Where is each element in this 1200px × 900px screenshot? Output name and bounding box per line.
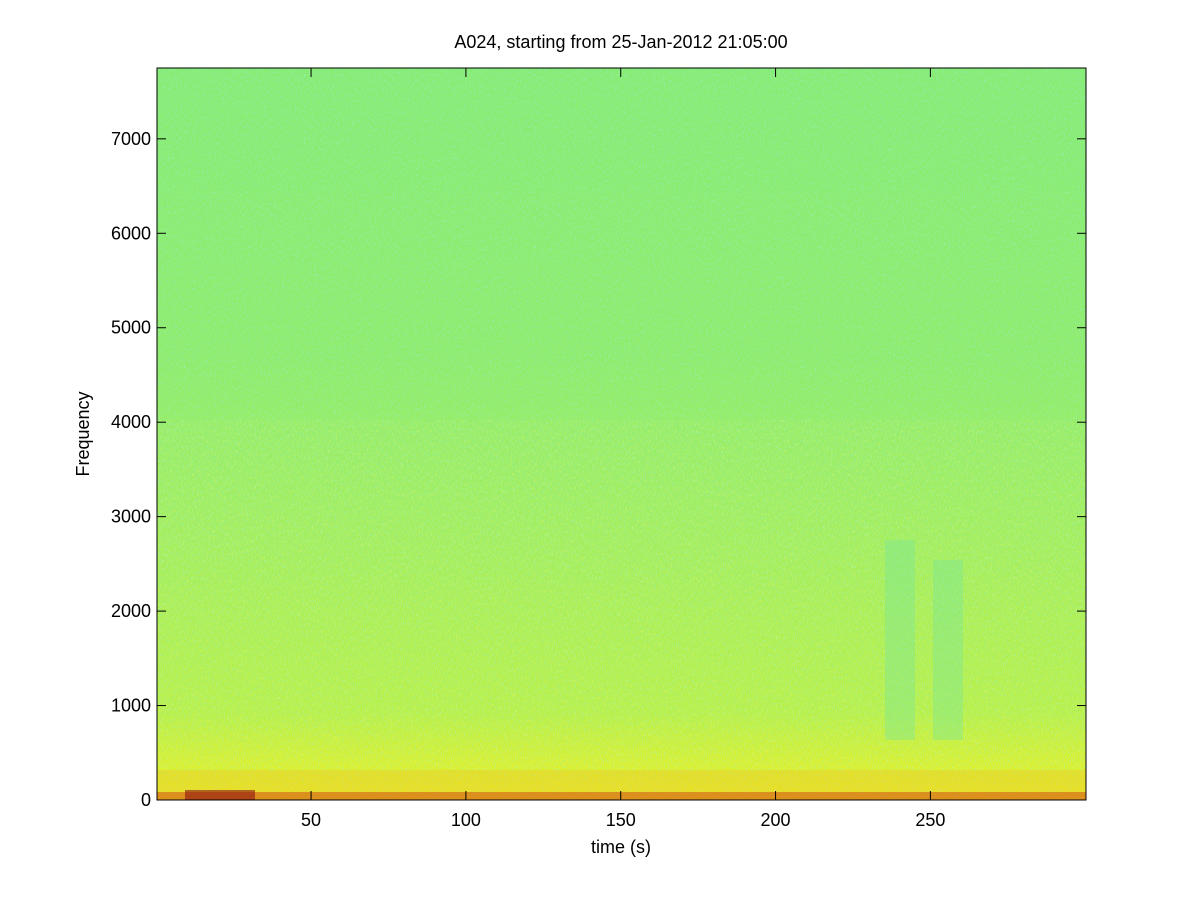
y-axis-label: Frequency bbox=[73, 391, 93, 476]
x-axis-label: time (s) bbox=[591, 837, 651, 857]
x-tick-label: 50 bbox=[301, 810, 321, 830]
x-tick-label: 250 bbox=[915, 810, 945, 830]
plot-frame bbox=[156, 67, 1087, 801]
x-tick-label: 150 bbox=[606, 810, 636, 830]
x-tick-label: 100 bbox=[451, 810, 481, 830]
y-tick-label: 2000 bbox=[111, 601, 151, 621]
y-tick-label: 1000 bbox=[111, 696, 151, 716]
y-tick-label: 6000 bbox=[111, 223, 151, 243]
y-tick-label: 7000 bbox=[111, 129, 151, 149]
y-tick-label: 3000 bbox=[111, 507, 151, 527]
y-tick-label: 0 bbox=[141, 790, 151, 810]
chart-title: A024, starting from 25-Jan-2012 21:05:00 bbox=[454, 32, 787, 52]
y-tick-label: 4000 bbox=[111, 412, 151, 432]
y-tick-label: 5000 bbox=[111, 318, 151, 338]
x-tick-label: 200 bbox=[761, 810, 791, 830]
spectrogram-image bbox=[157, 68, 1086, 800]
